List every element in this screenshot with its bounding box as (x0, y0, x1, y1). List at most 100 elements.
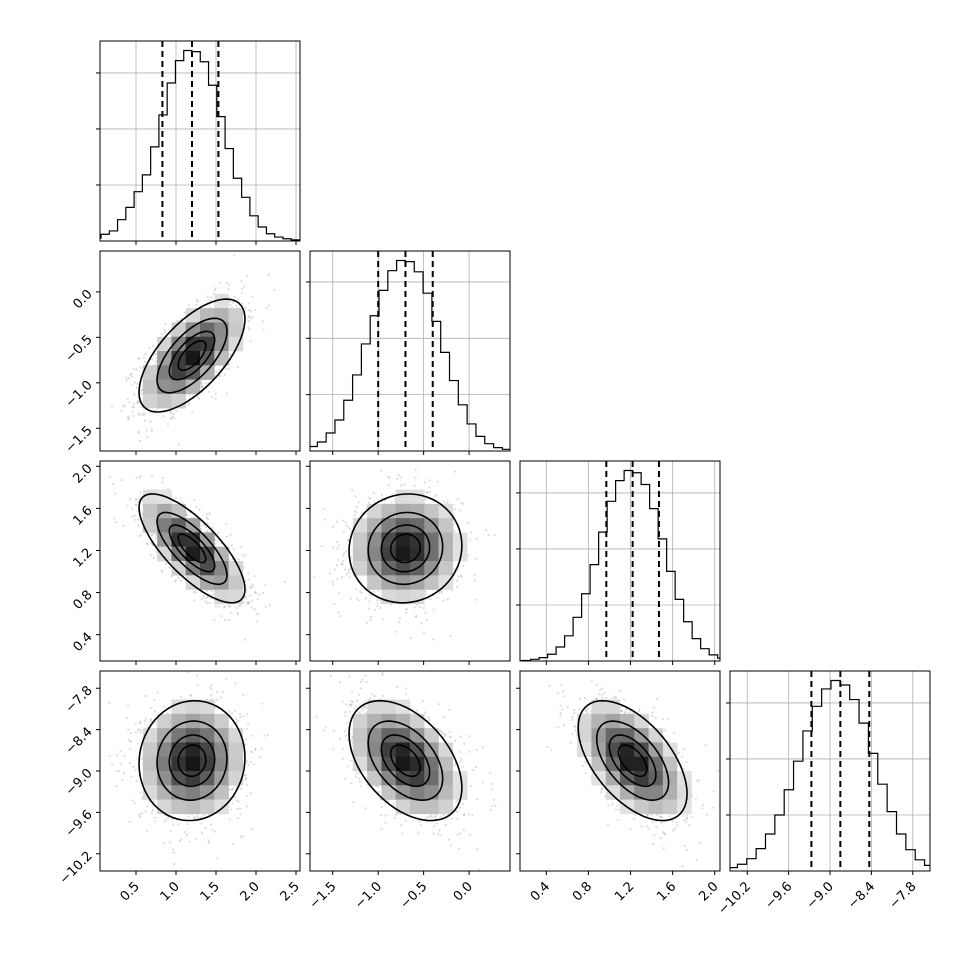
scatter-point (241, 553, 244, 557)
scatter-point (231, 301, 235, 304)
scatter-point (336, 577, 339, 580)
scatter-point (154, 533, 158, 536)
scatter-point (484, 528, 488, 532)
scatter-point (150, 554, 153, 557)
y-tick-label-1-3: −1.5 (63, 423, 96, 456)
scatter-point (205, 517, 208, 520)
scatter-point (343, 552, 346, 555)
scatter-point (151, 358, 154, 361)
scatter-point (373, 590, 376, 593)
scatter-point (128, 497, 132, 500)
scatter-point (337, 611, 340, 614)
panel-frame-2-2 (519, 460, 721, 662)
scatter-point (249, 760, 252, 764)
density-cell (352, 532, 368, 548)
scatter-point (186, 823, 189, 826)
panel-frame-1-2 (309, 460, 511, 662)
scatter-point (447, 500, 450, 503)
scatter-point (193, 599, 196, 602)
scatter-point (435, 494, 438, 497)
scatter-point (214, 605, 218, 608)
scatter-point (268, 604, 271, 607)
scatter-point (141, 406, 144, 409)
scatter-point (227, 367, 230, 371)
scatter-point (225, 392, 228, 395)
contour-0-1-2 (168, 330, 216, 381)
scatter-point (405, 611, 408, 615)
scatter-point (179, 696, 183, 699)
scatter-point (329, 572, 332, 575)
scatter-point (344, 521, 347, 524)
scatter-point (253, 575, 256, 578)
scatter-point (440, 591, 443, 594)
scatter-point (152, 345, 155, 348)
scatter-point (134, 731, 137, 734)
scatter-point (166, 423, 170, 426)
scatter-point (137, 401, 140, 404)
density-cell (367, 575, 382, 590)
scatter-point (207, 518, 210, 521)
scatter-point (237, 604, 241, 607)
scatter-point (188, 840, 191, 843)
panel-0-1: 0.0−0.5−1.0−1.5 (63, 250, 301, 456)
scatter-point (436, 480, 439, 483)
scatter-point (399, 484, 403, 487)
density-cell (410, 489, 425, 505)
scatter-point (150, 811, 154, 815)
scatter-point (250, 606, 253, 609)
scatter-point (331, 580, 334, 583)
scatter-point (196, 300, 199, 303)
density-cell (185, 351, 201, 366)
contour-0-2-3 (177, 533, 207, 564)
scatter-point (424, 498, 427, 501)
scatter-point (126, 398, 129, 401)
scatter-point (164, 323, 167, 326)
scatter-point (251, 295, 254, 298)
y-tick-label-2-3: 0.8 (70, 588, 95, 613)
scatter-point (136, 382, 139, 385)
scatter-point (174, 580, 177, 583)
scatter-point (237, 558, 240, 561)
density-cell (352, 518, 368, 533)
scatter-point (425, 619, 428, 622)
scatter-point (240, 292, 243, 295)
scatter-point (456, 579, 459, 582)
scatter-point (139, 491, 142, 494)
density-cell (410, 546, 425, 562)
scatter-point (351, 489, 354, 492)
scatter-point (130, 383, 133, 386)
scatter-point (219, 696, 222, 699)
density-cell (228, 575, 244, 590)
scatter-point (245, 601, 248, 604)
density-cell (438, 518, 454, 533)
scatter-point (169, 829, 172, 832)
scatter-point (187, 403, 190, 406)
scatter-point (241, 287, 244, 290)
scatter-point (372, 492, 375, 495)
scatter-point (131, 508, 134, 511)
scatter-point (149, 718, 152, 721)
scatter-point (160, 332, 163, 335)
scatter-point (149, 420, 152, 423)
scatter-point (244, 580, 247, 583)
scatter-point (355, 597, 358, 600)
scatter-point (246, 602, 250, 605)
scatter-point (473, 573, 476, 576)
scatter-point (432, 638, 435, 641)
scatter-point (140, 812, 143, 815)
scatter-point (211, 395, 214, 398)
scatter-point (336, 520, 339, 523)
scatter-point (114, 492, 117, 495)
scatter-point (163, 820, 166, 823)
scatter-point (231, 787, 234, 790)
scatter-point (245, 738, 248, 741)
scatter-point (353, 513, 356, 517)
scatter-point (229, 788, 232, 791)
density-cell (157, 518, 172, 533)
scatter-point (247, 319, 250, 323)
scatter-point (364, 597, 367, 600)
scatter-point (171, 500, 174, 503)
scatter-point (449, 635, 452, 638)
scatter-point (128, 401, 131, 404)
scatter-point (345, 573, 348, 576)
